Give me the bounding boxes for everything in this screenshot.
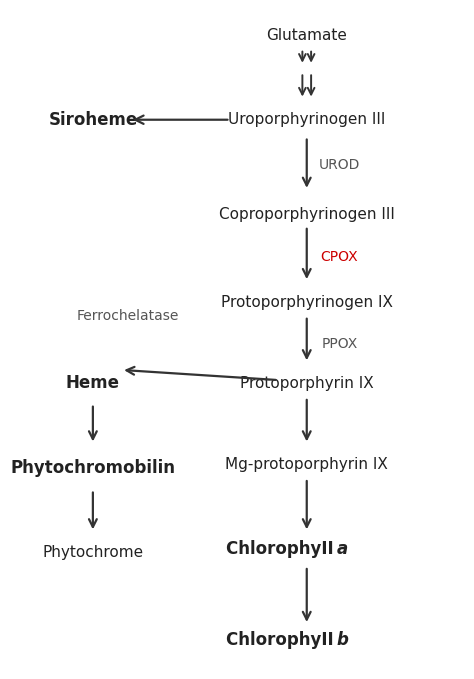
Text: Glutamate: Glutamate	[266, 28, 347, 43]
Text: Ferrochelatase: Ferrochelatase	[77, 309, 179, 323]
Text: Protoporphyrin IX: Protoporphyrin IX	[240, 376, 374, 391]
Text: Heme: Heme	[66, 374, 120, 392]
Text: UROD: UROD	[319, 158, 360, 172]
Text: Mg-protoporphyrin IX: Mg-protoporphyrin IX	[225, 457, 388, 472]
Text: b: b	[337, 631, 348, 649]
Text: Coproporphyrinogen III: Coproporphyrinogen III	[219, 207, 395, 222]
Text: ChlorophyII: ChlorophyII	[226, 540, 339, 558]
Text: Phytochromobilin: Phytochromobilin	[10, 459, 175, 477]
Text: Siroheme: Siroheme	[48, 111, 137, 129]
Text: Uroporphyrinogen III: Uroporphyrinogen III	[228, 112, 385, 127]
Text: CPOX: CPOX	[321, 250, 358, 264]
Text: a: a	[337, 540, 348, 558]
Text: ChlorophyII: ChlorophyII	[226, 631, 339, 649]
Text: Protoporphyrinogen IX: Protoporphyrinogen IX	[221, 295, 393, 310]
Text: PPOX: PPOX	[321, 337, 357, 350]
Text: Phytochrome: Phytochrome	[42, 545, 144, 560]
